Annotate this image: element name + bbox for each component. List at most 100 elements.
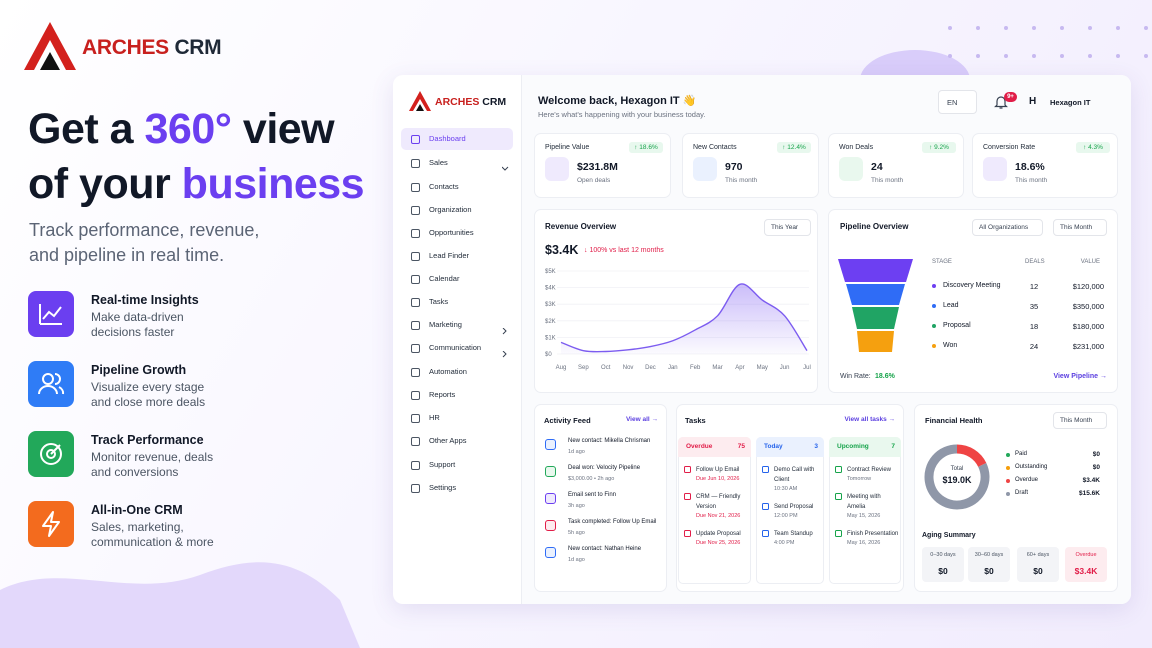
nav-item[interactable]: HR bbox=[429, 413, 440, 422]
task-title: Demo Call with Client bbox=[774, 467, 815, 483]
task-title: Follow Up Email bbox=[696, 467, 740, 473]
nav-item[interactable]: Dashboard bbox=[429, 134, 466, 143]
welcome: Welcome back, Hexagon IT 👋 bbox=[538, 95, 697, 107]
headline-text: of your bbox=[28, 160, 171, 208]
feature-text: and conversions bbox=[91, 465, 179, 479]
nav-icon bbox=[411, 206, 420, 215]
nav-item[interactable]: Opportunities bbox=[429, 228, 474, 237]
task-list: Follow Up Email Due Jun 10, 2026 CRM — Fri… bbox=[684, 465, 749, 556]
view-all[interactable]: View all → bbox=[625, 416, 658, 423]
x-tick-label: Apr bbox=[735, 365, 744, 371]
task-item[interactable]: Team Standup 4:00 PM bbox=[762, 529, 822, 548]
feature-text: Visualize every stage bbox=[91, 380, 205, 394]
bell[interactable] bbox=[994, 94, 1008, 110]
user-name[interactable]: Hexagon IT bbox=[1050, 98, 1091, 107]
feature-text: Monitor revenue, deals bbox=[91, 450, 214, 464]
task-title: Send Proposal bbox=[774, 504, 814, 510]
donut-total: $19.0K bbox=[942, 475, 972, 485]
nav-item[interactable]: Support bbox=[429, 460, 456, 469]
task-item[interactable]: Demo Call with Client 10:30 AM bbox=[762, 465, 822, 494]
task-item[interactable]: Meeting with Amelia May 15, 2026 bbox=[835, 492, 899, 521]
y-tick-label: $3K bbox=[545, 302, 556, 308]
aging-box bbox=[1017, 547, 1059, 582]
win-rate: 18.6% bbox=[875, 373, 895, 380]
sidebar-divider bbox=[521, 75, 522, 604]
task-checkbox bbox=[762, 466, 769, 473]
y-tick-label: $2K bbox=[545, 319, 556, 325]
language-select[interactable]: EN bbox=[938, 90, 977, 114]
aging-label: 60+ days bbox=[1026, 552, 1050, 558]
activity-text: Task completed: Follow Up Email bbox=[568, 519, 657, 525]
donut-segment bbox=[956, 444, 987, 468]
stage-value: $350,000 bbox=[1072, 302, 1104, 311]
task-date: 10:30 AM bbox=[774, 486, 798, 492]
x-tick-label: Aug bbox=[556, 365, 567, 371]
legend-value: $3.4K bbox=[1082, 477, 1100, 484]
nav-item[interactable]: Organization bbox=[429, 205, 472, 214]
brand-suffix: CRM bbox=[174, 36, 222, 59]
aging-box bbox=[968, 547, 1010, 582]
headline-text: Get a bbox=[28, 105, 134, 153]
feature-icon-glyph bbox=[42, 511, 60, 537]
task-checkbox bbox=[835, 530, 842, 537]
kpi-sub: Open deals bbox=[577, 177, 611, 184]
avatar[interactable]: H bbox=[1029, 96, 1037, 107]
headline-accent: 360° bbox=[144, 105, 232, 153]
revenue-card bbox=[534, 209, 818, 393]
task-column-header bbox=[756, 437, 824, 457]
stage-dot bbox=[932, 284, 936, 288]
task-checkbox bbox=[835, 493, 842, 500]
view-pipeline[interactable]: View Pipeline → bbox=[1053, 373, 1107, 380]
x-tick-label: Feb bbox=[690, 365, 701, 371]
stage-dot bbox=[932, 304, 936, 308]
donut-total-label: Total bbox=[950, 466, 964, 472]
nav-chevron-glyph bbox=[502, 327, 507, 335]
nav-icon bbox=[411, 368, 420, 377]
headline-text: view bbox=[242, 105, 335, 153]
filter-select[interactable]: This Month bbox=[1053, 219, 1107, 236]
task-item[interactable]: Contract Review Tomorrow bbox=[835, 465, 899, 484]
kpi-sub: This month bbox=[871, 177, 904, 184]
x-tick-label: May bbox=[757, 365, 768, 371]
feature-title: Pipeline Growth bbox=[91, 363, 187, 377]
feature-icon-glyph bbox=[42, 511, 60, 537]
nav-item[interactable]: Calendar bbox=[429, 274, 460, 283]
card-title: Activity Feed bbox=[544, 416, 591, 425]
nav-item[interactable]: Automation bbox=[429, 367, 467, 376]
task-item[interactable]: CRM — Friendly Version Due Nov 21, 2026 bbox=[684, 492, 749, 521]
nav-item[interactable]: Settings bbox=[429, 483, 457, 492]
nav-item[interactable]: Tasks bbox=[429, 297, 449, 306]
activity-icon bbox=[545, 466, 556, 477]
task-item[interactable]: Update Proposal Due Nov 25, 2026 bbox=[684, 529, 749, 548]
legend-dot bbox=[1006, 453, 1010, 457]
feature-icon-glyph bbox=[40, 443, 62, 465]
nav-icon bbox=[411, 344, 420, 353]
nav-item[interactable]: Other Apps bbox=[429, 436, 467, 445]
feature-icon-glyph bbox=[46, 449, 56, 459]
filter-select[interactable]: All Organizations bbox=[972, 219, 1043, 236]
aging-label: Overdue bbox=[1075, 552, 1097, 558]
nav-item[interactable]: Lead Finder bbox=[429, 251, 470, 260]
nav-item[interactable]: Sales bbox=[429, 158, 448, 167]
x-tick-label: Jul bbox=[803, 365, 811, 371]
notification-badge: 9+ bbox=[1004, 92, 1017, 102]
period-select[interactable]: This Month bbox=[1053, 412, 1107, 429]
view-all-tasks[interactable]: View all tasks → bbox=[844, 416, 895, 423]
task-item[interactable]: Finish Presentation May 16, 2026 bbox=[835, 529, 899, 548]
task-item[interactable]: Send Proposal 12:00 PM bbox=[762, 502, 822, 521]
aging-box bbox=[922, 547, 964, 582]
nav-icon bbox=[411, 135, 420, 144]
tasks-card bbox=[676, 404, 904, 592]
nav-item[interactable]: Marketing bbox=[429, 320, 462, 329]
nav-item[interactable]: Contacts bbox=[429, 182, 459, 191]
task-item[interactable]: Follow Up Email Due Jun 10, 2026 bbox=[684, 465, 749, 484]
card-title: Revenue Overview bbox=[545, 222, 617, 231]
period-select[interactable]: This Year bbox=[764, 219, 811, 236]
blob bbox=[0, 562, 360, 648]
stage-dot bbox=[932, 324, 936, 328]
stage-value: $120,000 bbox=[1072, 282, 1104, 291]
nav-item[interactable]: Reports bbox=[429, 390, 456, 399]
kpi-value: 970 bbox=[725, 161, 743, 173]
kpi-icon bbox=[693, 157, 717, 181]
nav-item[interactable]: Communication bbox=[429, 343, 482, 352]
